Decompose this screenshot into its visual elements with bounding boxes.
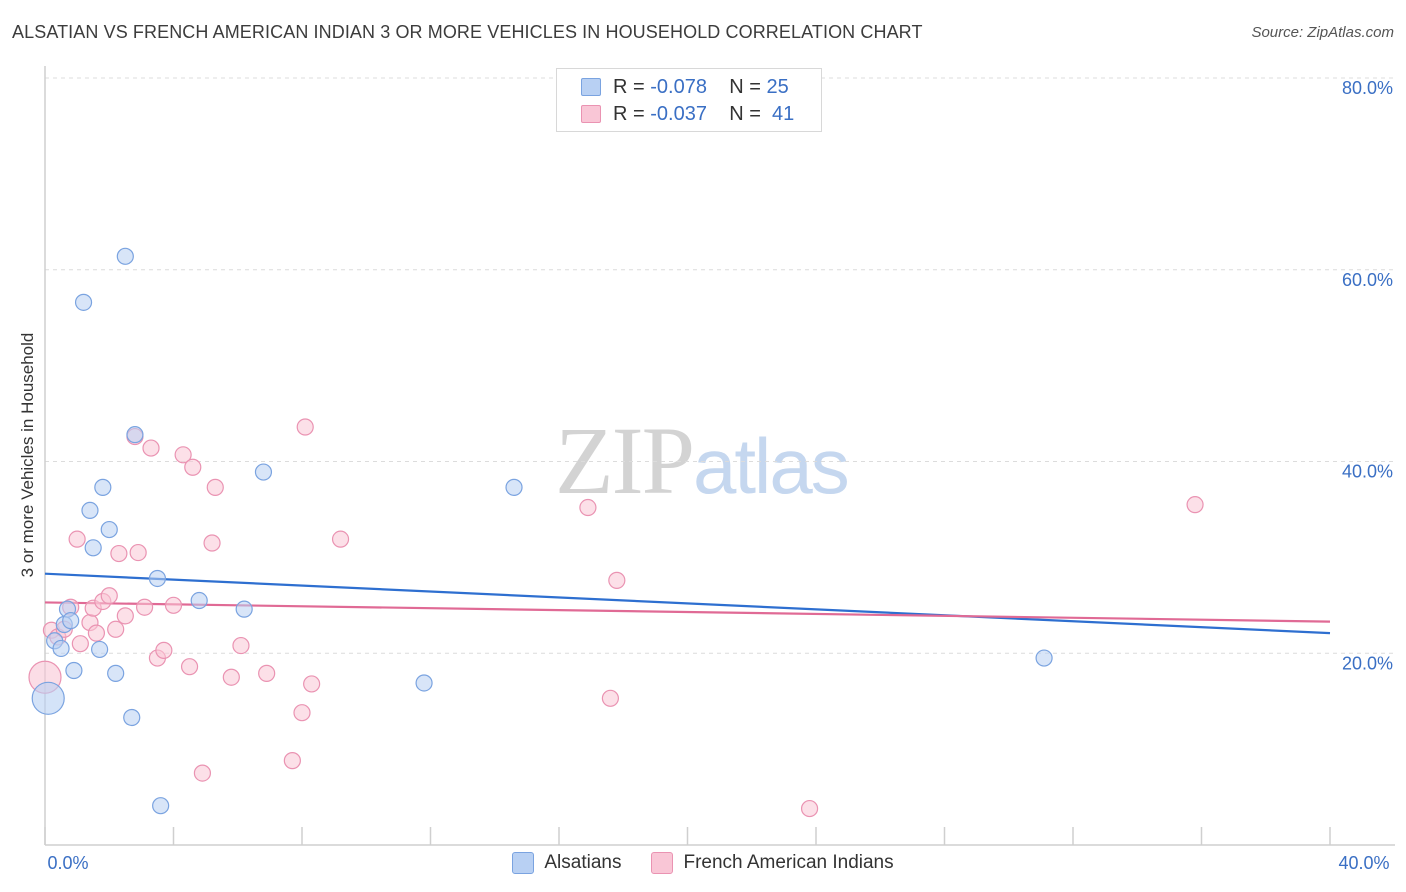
french-american-indian-point <box>100 587 118 605</box>
y-tick-label: 20.0% <box>1342 653 1393 673</box>
alsatian-point <box>254 463 273 481</box>
x-tick-label: 40.0% <box>1338 853 1389 873</box>
source-credit: Source: ZipAtlas.com <box>1251 24 1394 41</box>
french-american-indian-point <box>135 598 154 616</box>
french-american-indian-point <box>1186 496 1204 514</box>
alsatian-point <box>107 664 125 682</box>
legend-row-french-american-indians: R = -0.037 N = 41 <box>581 101 794 127</box>
alsatian-point <box>94 478 112 496</box>
gridlines <box>45 77 1395 654</box>
legend-row-alsatians: R = -0.078 N = 25 <box>581 74 789 100</box>
alsatian-point <box>505 478 523 496</box>
french-american-indian-point <box>296 418 314 436</box>
legend-n-value: 25 <box>766 75 789 98</box>
legend-item-french-american-indians[interactable]: French American Indians <box>651 852 894 874</box>
french-american-indian-point <box>303 675 321 693</box>
french-american-indian-point <box>142 439 160 457</box>
alsatian-point <box>62 612 80 630</box>
trend-lines <box>44 572 1331 635</box>
alsatian-point <box>84 539 102 557</box>
french-american-indian-point <box>800 799 819 818</box>
french-american-indian-point <box>193 764 212 782</box>
data-points <box>28 247 1204 818</box>
alsatian-point <box>74 293 93 311</box>
legend-n-label: N = <box>729 102 761 125</box>
legend-r-value: -0.037 <box>650 102 707 125</box>
alsatians-legend-swatch <box>512 852 535 874</box>
french-american-indian-point <box>116 607 134 625</box>
french-american-indian-point <box>232 636 250 655</box>
alsatian-point <box>415 674 433 692</box>
legend-r-value: -0.078 <box>650 75 707 98</box>
alsatian-point <box>91 640 109 659</box>
legend-label-french-american-indians: French American Indians <box>683 852 894 873</box>
french-american-indian-point <box>283 752 301 770</box>
legend-label-alsatians: Alsatians <box>544 852 622 873</box>
french-american-indian-point <box>331 530 350 548</box>
french-american-indian-point <box>129 543 147 562</box>
legend-r-label: R = <box>613 102 645 125</box>
alsatian-point <box>116 247 134 265</box>
alsatian-point <box>235 600 253 618</box>
alsatian-point <box>52 639 70 658</box>
y-tick-label: 80.0% <box>1342 78 1393 98</box>
french-american-indian-point <box>155 641 173 659</box>
alsatian-point <box>31 681 65 715</box>
alsatian-point <box>1035 649 1053 667</box>
y-tick-label: 60.0% <box>1342 270 1393 290</box>
alsatian-point <box>152 797 170 815</box>
legend-item-alsatians[interactable]: Alsatians <box>512 852 621 874</box>
french-american-indian-point <box>71 635 89 653</box>
watermark-zip: ZIP <box>555 407 695 514</box>
legend-r-label: R = <box>613 75 645 98</box>
french-american-indians-legend-swatch <box>651 852 674 874</box>
french-american-indians-swatch <box>581 105 601 123</box>
french-american-indian-point <box>601 689 620 707</box>
french-american-indian-point <box>174 446 192 464</box>
alsatian-point <box>65 661 83 680</box>
x-tick-label: 0.0% <box>47 853 88 873</box>
watermark: ZIPatlas <box>555 405 850 516</box>
french-american-indian-point <box>206 478 224 496</box>
legend-n-label: N = <box>729 75 761 98</box>
series-legend: Alsatians French American Indians <box>0 852 1406 874</box>
alsatian-point <box>123 708 141 727</box>
french-american-indian-point <box>579 498 597 517</box>
legend-n-value: 41 <box>772 102 795 125</box>
y-tick-label: 40.0% <box>1342 462 1393 482</box>
french-american-indian-point <box>107 620 125 638</box>
alsatians-swatch <box>581 78 601 96</box>
watermark-atlas: atlas <box>693 422 850 510</box>
french-american-indian-point <box>68 530 86 548</box>
alsatian-point <box>100 520 118 539</box>
french-american-indian-point <box>258 664 276 682</box>
tick-labels: 20.0% 40.0% 60.0% 80.0% 0.0% 40.0% <box>47 78 1393 873</box>
french-american-indian-point <box>184 458 202 476</box>
alsatian-point <box>81 501 99 519</box>
alsatian-point <box>148 569 167 588</box>
correlation-legend: R = -0.078 N = 25 R = -0.037 N = 41 <box>556 68 822 132</box>
french-american-indian-point <box>293 704 311 722</box>
french-american-indian-point <box>87 624 106 642</box>
french-american-indian-point <box>203 534 221 552</box>
axes <box>44 66 1395 846</box>
alsatian-point <box>126 426 144 444</box>
french-american-indian-point <box>180 658 199 676</box>
alsatian-point <box>190 591 208 610</box>
chart-title: ALSATIAN VS FRENCH AMERICAN INDIAN 3 OR … <box>12 22 923 42</box>
french-american-indian-point <box>222 668 240 686</box>
french-american-indian-point <box>164 596 183 614</box>
alsatian-trend-line <box>44 572 1331 635</box>
french-american-indian-point <box>608 571 626 589</box>
french-american-indian-point <box>110 544 128 563</box>
french-american-indian-trend-line <box>44 601 1331 623</box>
